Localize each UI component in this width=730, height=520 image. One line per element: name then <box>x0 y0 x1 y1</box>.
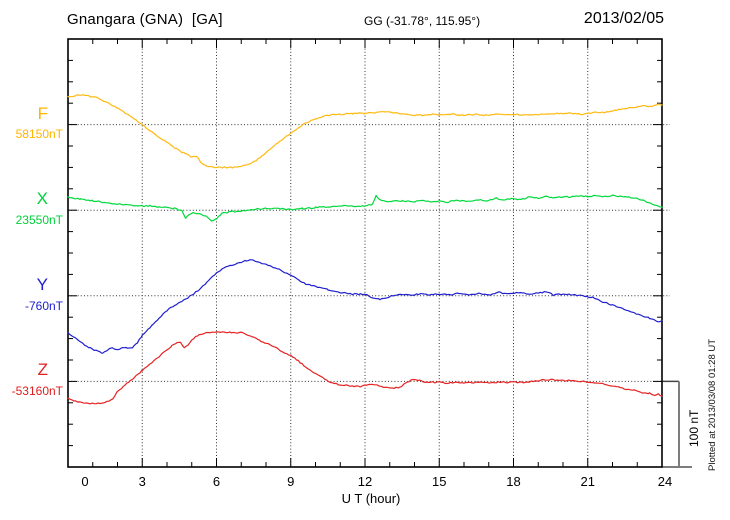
x-tick-label: 15 <box>432 474 447 489</box>
series-baseline-z: -53160nT <box>11 384 63 398</box>
station-title: Gnangara (GNA) [GA] <box>67 11 223 28</box>
x-tick-label: 21 <box>580 474 595 489</box>
series-label-y: Y <box>36 275 48 294</box>
series-baseline-x: 23550nT <box>15 213 63 227</box>
plot-date: 2013/02/05 <box>583 10 664 27</box>
x-tick-label: 0 <box>81 474 89 489</box>
geographic-coordinates: GG (-31.78°, 115.95°) <box>364 14 481 28</box>
x-tick-label: 6 <box>212 474 221 489</box>
plotted-at-note: Plotted at 2013/03/08 01:28 UT <box>707 338 718 471</box>
x-tick-label: 18 <box>506 474 521 489</box>
series-label-f: F <box>37 104 48 123</box>
x-tick-label: 24 <box>657 474 673 489</box>
series-baseline-f: 58150nT <box>15 127 63 141</box>
scale-bar-label: 100 nT <box>687 409 701 447</box>
x-axis-title: U T (hour) <box>341 491 401 506</box>
x-tick-label: 12 <box>357 474 373 489</box>
x-tick-label: 9 <box>287 474 295 489</box>
series-baseline-y: -760nT <box>24 299 63 313</box>
x-tick-label: 3 <box>138 474 146 489</box>
series-label-z: Z <box>37 360 48 379</box>
series-label-x: X <box>36 189 48 208</box>
